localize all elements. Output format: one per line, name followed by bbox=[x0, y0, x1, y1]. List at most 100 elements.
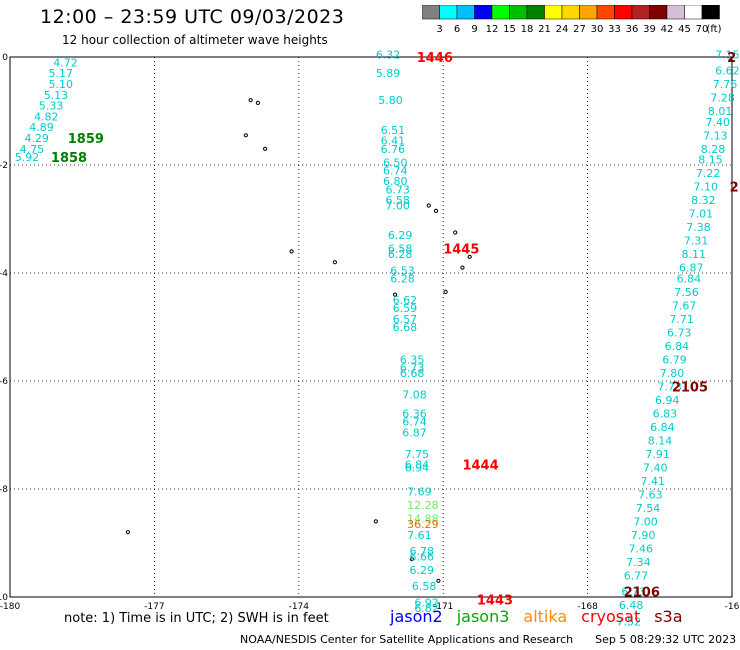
colorbar-unit: (ft) bbox=[706, 24, 721, 35]
island-marker bbox=[409, 557, 415, 562]
island-marker bbox=[443, 289, 448, 294]
wave-height-label: 8.15 bbox=[698, 154, 723, 167]
wave-height-label: 6.74 bbox=[383, 164, 408, 177]
y-tick-label: -8 bbox=[0, 485, 8, 495]
colorbar-label: 30 bbox=[591, 24, 604, 35]
wave-height-label: 6.78 bbox=[410, 545, 435, 558]
x-tick-label: -174 bbox=[289, 602, 310, 612]
wave-height-label: 6.74 bbox=[402, 416, 427, 429]
wave-height-label: 6.68 bbox=[400, 367, 425, 380]
wave-height-label: 7.63 bbox=[638, 488, 663, 501]
colorbar-label: 6 bbox=[454, 24, 460, 35]
pass-time-label: 1446 bbox=[417, 51, 453, 66]
colorbar-label: 12 bbox=[486, 24, 499, 35]
wave-height-label: 7.22 bbox=[696, 167, 721, 180]
wave-height-label: 7.01 bbox=[689, 208, 714, 221]
colorbar-label: 15 bbox=[503, 24, 516, 35]
wave-height-label: 7.00 bbox=[385, 200, 410, 213]
wave-height-label: 6.58 bbox=[412, 580, 437, 593]
island-marker bbox=[243, 133, 248, 138]
wave-height-label: 7.80 bbox=[660, 367, 685, 380]
wave-height-label: 7.54 bbox=[636, 502, 661, 515]
wave-height-label: 6.94 bbox=[655, 394, 680, 407]
wave-height-label: 6.87 bbox=[402, 426, 427, 439]
wave-height-label: 4.72 bbox=[53, 56, 78, 69]
island-marker bbox=[467, 254, 472, 259]
wave-height-label: 6.50 bbox=[383, 156, 408, 169]
pass-time-label: 2105 bbox=[672, 380, 708, 395]
wave-height-label: 5.80 bbox=[378, 94, 403, 107]
colorbar-label: 24 bbox=[556, 24, 569, 35]
wave-height-label: 6.73 bbox=[667, 326, 692, 339]
wave-height-label: 7.10 bbox=[693, 181, 718, 194]
wave-height-label: 6.79 bbox=[662, 353, 687, 366]
wave-height-label: 8.11 bbox=[681, 248, 706, 261]
wave-height-label: 8.01 bbox=[708, 105, 733, 118]
pass-time-label: 1444 bbox=[462, 459, 498, 474]
island-marker bbox=[125, 530, 131, 535]
island-marker bbox=[289, 249, 294, 254]
wave-height-label: 7.75 bbox=[405, 448, 430, 461]
colorbar-label: 9 bbox=[471, 24, 477, 35]
y-tick-label: 0 bbox=[2, 53, 8, 63]
wave-height-label: 7.91 bbox=[645, 448, 670, 461]
pass-time-label: 2104 bbox=[730, 181, 740, 196]
pass-time-label: 1443 bbox=[477, 594, 513, 609]
note-text: note: 1) Time is in UTC; 2) SWH is in fe… bbox=[64, 611, 329, 626]
y-tick-label: -4 bbox=[0, 269, 8, 279]
island-marker bbox=[433, 208, 439, 213]
page-title: 12:00 – 23:59 UTC 09/03/2023 bbox=[40, 6, 345, 28]
wave-height-label: 6.77 bbox=[624, 569, 649, 582]
island-marker bbox=[460, 265, 465, 270]
colorbar-label: 33 bbox=[608, 24, 621, 35]
wave-height-label: 7.40 bbox=[643, 461, 668, 474]
wave-height-label: 6.73 bbox=[621, 586, 646, 599]
wave-height-label: 4.82 bbox=[34, 110, 59, 123]
wave-height-label: 7.69 bbox=[407, 486, 432, 499]
satellite-legend: jason2 jason3 altika cryosat s3a bbox=[390, 607, 697, 626]
wave-height-label: 5.92 bbox=[15, 151, 39, 164]
pass-time-label: 1858 bbox=[51, 151, 87, 166]
wave-height-label: 6.80 bbox=[383, 175, 408, 188]
wave-height-label: 6.84 bbox=[405, 459, 430, 472]
colorbar: 3 6 9 12 15 18 21 24 27 30 33 36 39 42 45 70(ft) bbox=[422, 5, 722, 35]
wave-height-label: 6.29 bbox=[388, 229, 413, 242]
wave-height-label: 6.76 bbox=[381, 143, 406, 156]
page-subtitle: 12 hour collection of altimeter wave hei… bbox=[62, 33, 328, 47]
island-marker bbox=[248, 98, 253, 103]
island-marker bbox=[263, 146, 268, 151]
wave-height-label: 8.28 bbox=[701, 143, 726, 156]
pass-time-label: 2 bbox=[727, 51, 736, 66]
x-tick-label: -171 bbox=[433, 602, 453, 612]
wave-height-label: 6.82 bbox=[414, 602, 439, 615]
wave-height-label: 7.38 bbox=[686, 221, 711, 234]
legend-cryosat: cryosat bbox=[581, 607, 641, 626]
wave-height-label: 6.68 bbox=[393, 321, 418, 334]
island-marker bbox=[453, 230, 458, 235]
wave-height-label: 6.48 bbox=[619, 599, 644, 612]
colorbar-label: 36 bbox=[626, 24, 639, 35]
colorbar-label: 45 bbox=[678, 24, 691, 35]
pass-time-label: 1445 bbox=[443, 243, 479, 258]
wave-height-label: 6.94 bbox=[405, 461, 430, 474]
wave-height-label: 7.71 bbox=[669, 313, 694, 326]
wave-height-label: 6.73 bbox=[400, 362, 425, 375]
wave-height-label: 5.10 bbox=[49, 78, 74, 91]
wave-height-label: 6.84 bbox=[677, 272, 702, 285]
y-tick-label: -2 bbox=[0, 161, 8, 171]
wave-height-label: 7.90 bbox=[631, 529, 656, 542]
colorbar-label: 21 bbox=[538, 24, 551, 35]
island-marker bbox=[436, 578, 441, 583]
legend-altika: altika bbox=[523, 607, 568, 626]
island-marker bbox=[392, 292, 398, 297]
x-tick-label: -180 bbox=[0, 602, 20, 612]
wave-height-label: 12.28 bbox=[407, 499, 439, 512]
wave-height-label: 6.59 bbox=[393, 302, 418, 315]
wave-height-label: 7.13 bbox=[703, 129, 728, 142]
wave-height-label: 6.32 bbox=[376, 48, 401, 61]
island-marker bbox=[255, 100, 260, 106]
legend-jason2: jason2 bbox=[390, 607, 443, 626]
footer-generated: Sep 5 08:29:32 UTC 2023 bbox=[595, 633, 737, 646]
wave-height-label: 6.28 bbox=[388, 248, 413, 261]
footer: NOAA/NESDIS Center for Satellite Applica… bbox=[240, 633, 736, 646]
